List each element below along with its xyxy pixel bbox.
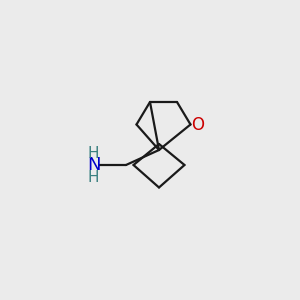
Text: H: H xyxy=(88,146,99,160)
Text: N: N xyxy=(87,156,100,174)
Text: H: H xyxy=(88,169,99,184)
Text: O: O xyxy=(191,116,205,134)
